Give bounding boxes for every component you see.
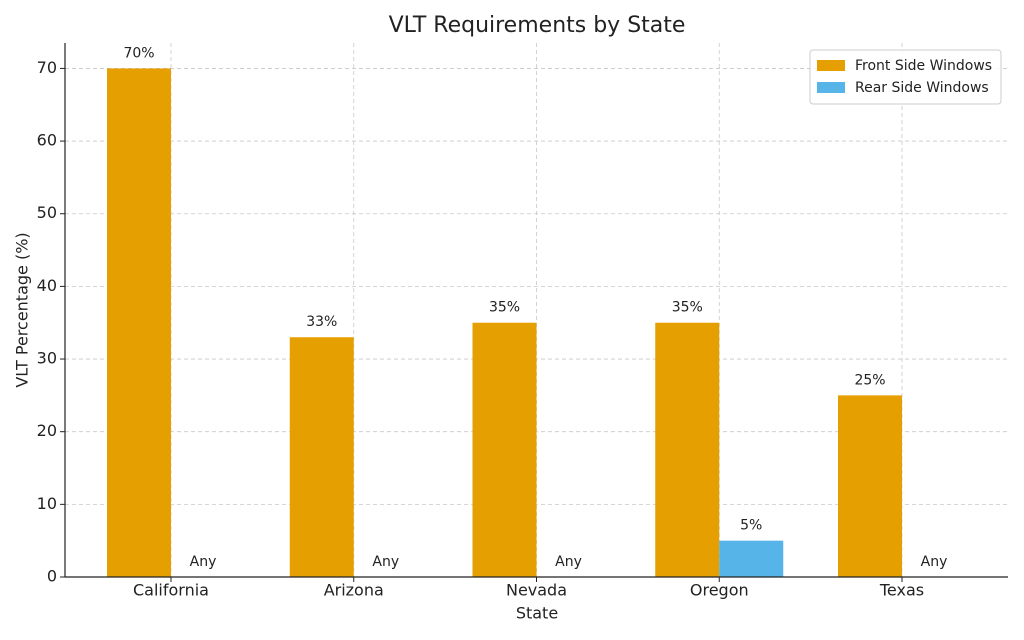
x-axis-label: State xyxy=(516,604,558,623)
bar xyxy=(107,68,171,577)
y-tick-label: 50 xyxy=(37,203,57,222)
value-label: Any xyxy=(555,554,582,570)
y-axis-label: VLT Percentage (%) xyxy=(13,232,32,387)
value-label: 25% xyxy=(854,372,885,388)
chart-title: VLT Requirements by State xyxy=(389,13,686,38)
legend-swatch xyxy=(817,60,845,71)
y-tick-label: 20 xyxy=(37,421,57,440)
y-tick-label: 40 xyxy=(37,276,57,295)
y-tick-label: 10 xyxy=(37,494,57,513)
y-tick-label: 70 xyxy=(37,58,57,77)
bar xyxy=(655,322,720,577)
y-tick-label: 0 xyxy=(47,567,57,586)
value-label: 5% xyxy=(740,518,762,534)
x-tick-label: Oregon xyxy=(690,581,749,600)
bar xyxy=(289,337,354,577)
x-tick-label: Arizona xyxy=(324,581,384,600)
x-tick-label: Nevada xyxy=(506,581,567,600)
value-label: Any xyxy=(190,554,217,570)
y-tick-label: 30 xyxy=(37,349,57,368)
value-label: Any xyxy=(372,554,399,570)
legend-label: Front Side Windows xyxy=(855,58,992,74)
bar xyxy=(719,540,784,577)
x-tick-label: Texas xyxy=(879,581,924,600)
bar xyxy=(838,395,902,577)
value-label: Any xyxy=(921,554,948,570)
value-label: 70% xyxy=(123,45,154,61)
value-label: 33% xyxy=(306,314,337,330)
value-label: 35% xyxy=(489,300,520,316)
legend-swatch xyxy=(817,82,845,93)
value-label: 35% xyxy=(672,300,703,316)
y-tick-label: 60 xyxy=(37,131,57,150)
bar xyxy=(472,322,537,577)
legend-label: Rear Side Windows xyxy=(855,80,989,96)
legend-box xyxy=(809,49,1002,105)
x-tick-label: California xyxy=(133,581,209,600)
